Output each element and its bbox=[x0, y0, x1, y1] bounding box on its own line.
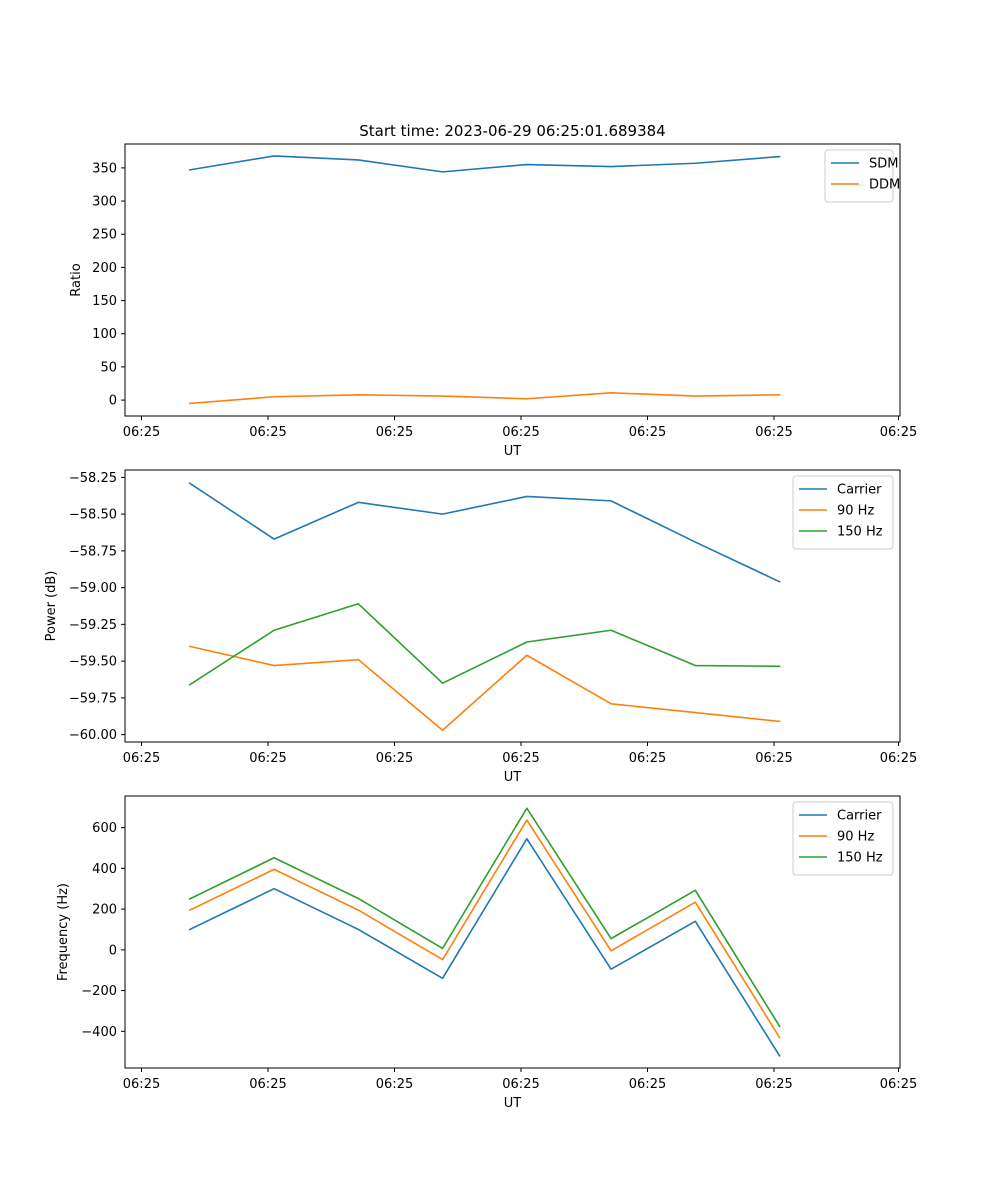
charts-container: 06:25 06:25 06:25 06:25 06:25 06:25 06:25 0 50 10… bbox=[44, 143, 917, 1111]
y-tick-label: −60.00 bbox=[69, 728, 117, 743]
x-tick-label: 06:25 bbox=[629, 425, 666, 440]
y-tick-label: 50 bbox=[100, 360, 117, 375]
legend-label: 90 Hz bbox=[837, 504, 874, 519]
series-line-150-hz bbox=[188, 602, 781, 686]
y-tick-label: 250 bbox=[92, 228, 117, 243]
legend-label: SDM bbox=[869, 157, 898, 172]
x-tick-label: 06:25 bbox=[755, 425, 792, 440]
series-line-carrier bbox=[188, 482, 781, 583]
chart-panel-2: 06:25 06:25 06:25 06:25 06:25 06:25 06:25 −60.0… bbox=[44, 469, 917, 785]
x-tick-label: 06:25 bbox=[880, 1077, 917, 1092]
x-tick-label: 06:25 bbox=[755, 751, 792, 766]
legend-label: 150 Hz bbox=[837, 525, 883, 540]
legend-label: Carrier bbox=[837, 809, 882, 824]
x-tick-label: 06:25 bbox=[123, 751, 160, 766]
x-tick-label: 06:25 bbox=[123, 425, 160, 440]
series-line-carrier bbox=[188, 837, 781, 1057]
x-tick-label: 06:25 bbox=[755, 1077, 792, 1092]
x-tick-label: 06:25 bbox=[376, 1077, 413, 1092]
y-axis-label: Frequency (Hz) bbox=[56, 883, 71, 981]
x-tick-label: 06:25 bbox=[880, 751, 917, 766]
y-tick-label: 200 bbox=[92, 261, 117, 276]
axes-frame bbox=[124, 143, 901, 417]
x-tick-label: 06:25 bbox=[123, 1077, 160, 1092]
y-tick-label: 200 bbox=[92, 903, 117, 918]
series-line-ddm bbox=[188, 391, 781, 405]
series-line-90-hz bbox=[188, 819, 781, 1039]
x-tick-label: 06:25 bbox=[376, 425, 413, 440]
legend-label: DDM bbox=[869, 178, 900, 193]
y-tick-label: 300 bbox=[92, 195, 117, 210]
y-tick-label: −58.75 bbox=[69, 544, 117, 559]
x-tick-label: 06:25 bbox=[249, 1077, 286, 1092]
y-tick-label: −59.50 bbox=[69, 655, 117, 670]
y-tick-label: 150 bbox=[92, 294, 117, 309]
y-tick-label: 350 bbox=[92, 161, 117, 176]
x-tick-label: 06:25 bbox=[502, 1077, 539, 1092]
legend: Carrier 90 Hz 150 Hz bbox=[792, 801, 894, 876]
x-axis-label: UT bbox=[504, 1096, 522, 1111]
x-axis-label: UT bbox=[504, 444, 522, 459]
y-tick-label: 400 bbox=[92, 862, 117, 877]
y-tick-label: 0 bbox=[109, 394, 117, 409]
y-tick-label: 100 bbox=[92, 327, 117, 342]
x-tick-label: 06:25 bbox=[502, 751, 539, 766]
chart-panel-1: 06:25 06:25 06:25 06:25 06:25 06:25 06:25 0 50 10… bbox=[69, 143, 917, 459]
y-tick-label: −59.75 bbox=[69, 691, 117, 706]
y-tick-label: −58.50 bbox=[69, 508, 117, 523]
y-axis-label: Ratio bbox=[69, 263, 84, 296]
y-tick-label: −200 bbox=[81, 984, 117, 999]
legend: Carrier 90 Hz 150 Hz bbox=[792, 475, 894, 550]
legend-label: Carrier bbox=[837, 483, 882, 498]
x-tick-label: 06:25 bbox=[502, 425, 539, 440]
legend-label: 90 Hz bbox=[837, 830, 874, 845]
y-axis-label: Power (dB) bbox=[44, 571, 59, 642]
axes-frame bbox=[124, 795, 901, 1069]
legend-label: 150 Hz bbox=[837, 851, 883, 866]
y-tick-label: −58.25 bbox=[69, 471, 117, 486]
x-axis-label: UT bbox=[504, 770, 522, 785]
legend: SDM DDM bbox=[824, 149, 900, 203]
series-line-90-hz bbox=[188, 645, 781, 732]
x-tick-label: 06:25 bbox=[249, 425, 286, 440]
y-tick-label: 600 bbox=[92, 821, 117, 836]
chart-panel-3: 06:25 06:25 06:25 06:25 06:25 06:25 06:25 −400 −… bbox=[56, 795, 917, 1111]
x-tick-label: 06:25 bbox=[629, 751, 666, 766]
y-tick-label: −59.25 bbox=[69, 618, 117, 633]
x-tick-label: 06:25 bbox=[629, 1077, 666, 1092]
y-tick-label: 0 bbox=[109, 943, 117, 958]
series-line-sdm bbox=[188, 155, 781, 173]
y-tick-label: −400 bbox=[81, 1025, 117, 1040]
y-tick-label: −59.00 bbox=[69, 581, 117, 596]
x-tick-label: 06:25 bbox=[376, 751, 413, 766]
figure-title: Start time: 2023-06-29 06:25:01.689384 bbox=[359, 122, 665, 140]
series-line-150-hz bbox=[188, 807, 781, 1028]
x-tick-label: 06:25 bbox=[880, 425, 917, 440]
x-tick-label: 06:25 bbox=[249, 751, 286, 766]
axes-frame bbox=[124, 469, 901, 743]
